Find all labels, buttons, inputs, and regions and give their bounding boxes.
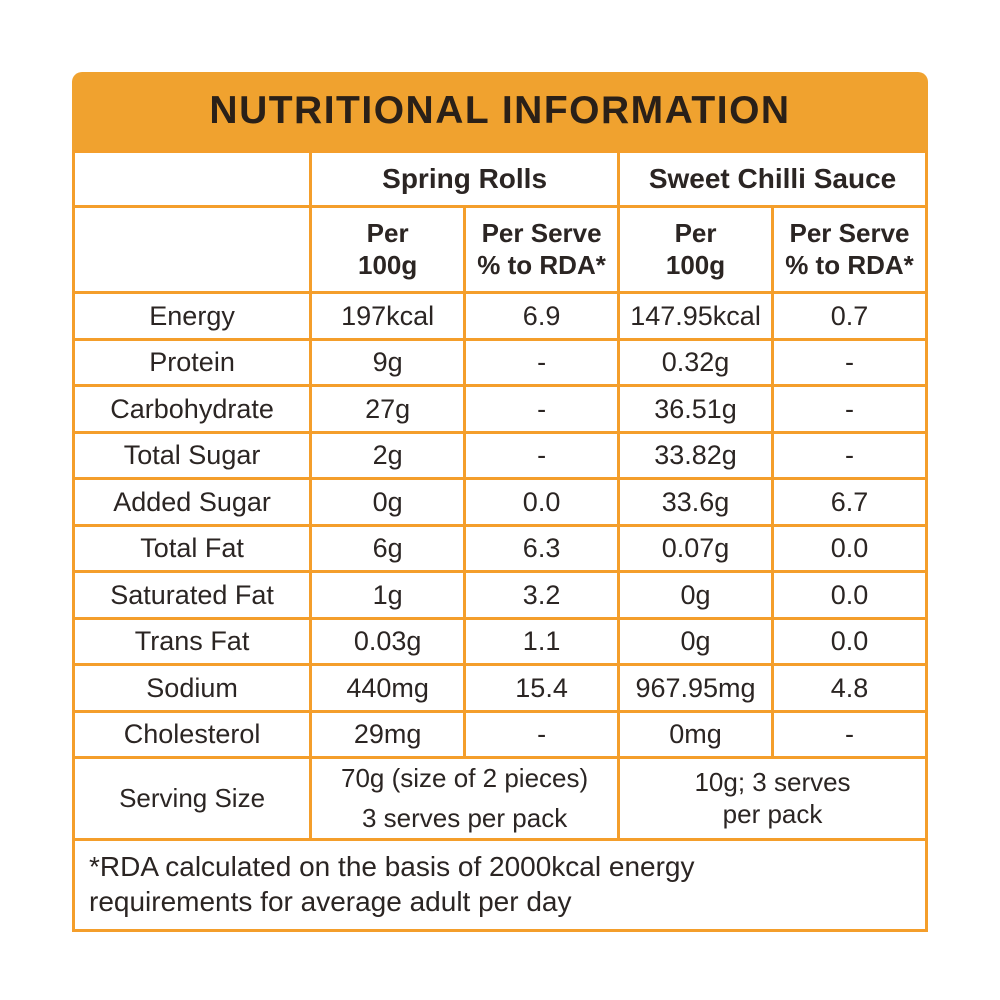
- empty-corner-cell: [71, 205, 313, 294]
- value-cell: 0.0: [771, 616, 928, 666]
- value-cell: 0.0: [771, 570, 928, 620]
- empty-corner-cell: [71, 150, 313, 208]
- value-cell: 147.95kcal: [617, 291, 774, 341]
- row-label: Sodium: [71, 663, 313, 713]
- row-label: Protein: [71, 337, 313, 387]
- row-label: Serving Size: [71, 756, 313, 841]
- value-cell: 15.4: [463, 663, 621, 713]
- serving-spring-rolls-line-2: 3 serves per pack: [361, 803, 568, 833]
- table-row: Protein 9g -0.32g -: [71, 337, 928, 387]
- nutrition-label: NUTRITIONAL INFORMATION Spring Rolls Swe…: [71, 72, 928, 932]
- table-row: Total Sugar 2g -33.82g -: [71, 430, 928, 480]
- value-cell: 1g: [309, 570, 467, 620]
- value-cell: -: [771, 384, 928, 434]
- serving-spring-rolls-cell: 70g (size of 2 pieces) 3 serves per pack: [309, 756, 621, 841]
- row-label: Trans Fat: [71, 616, 313, 666]
- value-cell: 9g: [309, 337, 467, 387]
- table-row: Saturated Fat 1g 3.2 0g 0.0: [71, 570, 928, 620]
- value-cell: 0g: [617, 616, 774, 666]
- value-cell: 0.0: [771, 523, 928, 573]
- serving-sweet-chilli-sauce-cell: 10g; 3 serves per pack: [617, 756, 928, 841]
- value-cell: -: [771, 337, 928, 387]
- value-cell: 33.82g: [617, 430, 774, 480]
- value-cell: -: [463, 337, 621, 387]
- table-row: Trans Fat 0.03g 1.1 0g 0.0: [71, 616, 928, 666]
- row-label: Added Sugar: [71, 477, 313, 527]
- col-header-per-100g: Per 100g: [617, 205, 774, 294]
- value-cell: -: [463, 384, 621, 434]
- value-cell: 4.8: [771, 663, 928, 713]
- row-label: Total Fat: [71, 523, 313, 573]
- value-cell: 0.0: [463, 477, 621, 527]
- value-cell: 6.9: [463, 291, 621, 341]
- value-cell: 0.32g: [617, 337, 774, 387]
- table-row: Energy 197kcal 6.9 147.95kcal 0.7: [71, 291, 928, 341]
- product-name-spring-rolls: Spring Rolls: [309, 150, 621, 208]
- table-row: Added Sugar 0g 0.0 33.6g 6.7: [71, 477, 928, 527]
- bottom-rows: Serving Size 70g (size of 2 pieces) 3 se…: [71, 756, 928, 932]
- page-title: NUTRITIONAL INFORMATION: [209, 89, 791, 132]
- serving-spring-rolls-line-1: 70g (size of 2 pieces): [341, 762, 589, 793]
- title-banner: NUTRITIONAL INFORMATION: [72, 72, 928, 150]
- row-label: Energy: [71, 291, 313, 341]
- product-name-sweet-chilli-sauce: Sweet Chilli Sauce: [617, 150, 928, 208]
- nutrition-table: Spring Rolls Sweet Chilli Sauce Per 100g…: [71, 150, 928, 932]
- value-cell: 0.7: [771, 291, 928, 341]
- value-cell: 0g: [309, 477, 467, 527]
- value-cell: 6.7: [771, 477, 928, 527]
- value-cell: -: [463, 709, 621, 759]
- col-header-per-100g: Per 100g: [309, 205, 467, 294]
- col-header-per-serve-rda: Per Serve % to RDA*: [463, 205, 621, 294]
- column-header-row: Per 100g Per Serve % to RDA* Per 100g Pe…: [71, 205, 928, 294]
- value-cell: 197kcal: [309, 291, 467, 341]
- value-cell: -: [463, 430, 621, 480]
- row-label: Total Sugar: [71, 430, 313, 480]
- nutrient-rows: Energy 197kcal 6.9 147.95kcal 0.7 Protein 9g -0…: [71, 291, 928, 759]
- value-cell: 0g: [617, 570, 774, 620]
- col-header-per-serve-rda: Per Serve % to RDA*: [771, 205, 928, 294]
- table-row: Total Fat 6g 6.3 0.07g 0.0: [71, 523, 928, 573]
- value-cell: 0.03g: [309, 616, 467, 666]
- rda-footnote: *RDA calculated on the basis of 2000kcal…: [72, 838, 928, 932]
- row-label: Saturated Fat: [71, 570, 313, 620]
- value-cell: -: [771, 709, 928, 759]
- table-row: Sodium 440mg 15.4 967.95mg 4.8: [71, 663, 928, 713]
- value-cell: -: [771, 430, 928, 480]
- header-rows: Spring Rolls Sweet Chilli Sauce Per 100g…: [71, 150, 928, 294]
- value-cell: 27g: [309, 384, 467, 434]
- footnote-row: *RDA calculated on the basis of 2000kcal…: [72, 838, 928, 932]
- product-header-row: Spring Rolls Sweet Chilli Sauce: [71, 150, 928, 208]
- value-cell: 29mg: [309, 709, 467, 759]
- value-cell: 967.95mg: [617, 663, 774, 713]
- row-label: Carbohydrate: [71, 384, 313, 434]
- value-cell: 0.07g: [617, 523, 774, 573]
- row-label: Cholesterol: [71, 709, 313, 759]
- value-cell: 33.6g: [617, 477, 774, 527]
- serving-size-row: Serving Size 70g (size of 2 pieces) 3 se…: [71, 756, 928, 841]
- value-cell: 440mg: [309, 663, 467, 713]
- value-cell: 6g: [309, 523, 467, 573]
- value-cell: 36.51g: [617, 384, 774, 434]
- value-cell: 6.3: [463, 523, 621, 573]
- value-cell: 2g: [309, 430, 467, 480]
- value-cell: 3.2: [463, 570, 621, 620]
- value-cell: 0mg: [617, 709, 774, 759]
- value-cell: 1.1: [463, 616, 621, 666]
- table-row: Carbohydrate 27g -36.51g -: [71, 384, 928, 434]
- table-row: Cholesterol 29mg -0mg -: [71, 709, 928, 759]
